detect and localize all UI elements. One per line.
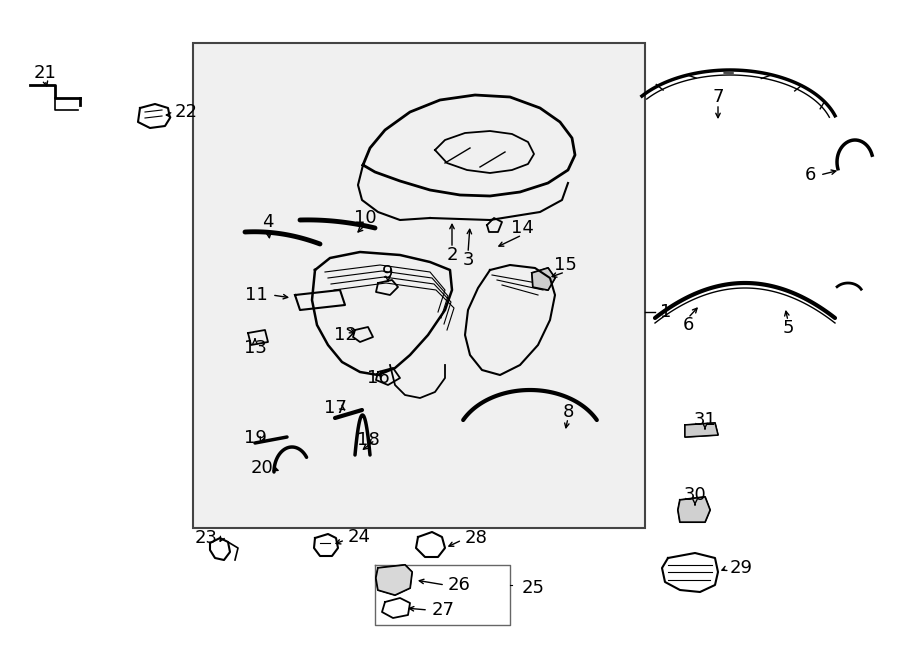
Text: 2: 2 (446, 246, 458, 264)
Polygon shape (685, 423, 718, 437)
Text: 18: 18 (356, 431, 380, 449)
Text: 17: 17 (324, 399, 346, 417)
Text: 4: 4 (262, 213, 274, 231)
Text: 10: 10 (354, 209, 376, 227)
Text: 16: 16 (366, 369, 390, 387)
Text: 11: 11 (245, 286, 268, 304)
Polygon shape (376, 565, 412, 595)
Text: 26: 26 (448, 576, 471, 594)
Text: 19: 19 (244, 429, 266, 447)
Text: 1: 1 (660, 303, 671, 321)
Bar (193, 43, 645, 528)
Text: 20: 20 (250, 459, 274, 477)
Text: 22: 22 (175, 103, 198, 121)
Text: 12: 12 (334, 326, 356, 344)
Text: 21: 21 (33, 64, 57, 82)
Text: 29: 29 (730, 559, 753, 577)
Text: 24: 24 (348, 528, 371, 546)
Text: 23: 23 (195, 529, 218, 547)
Text: 27: 27 (432, 601, 455, 619)
Text: 28: 28 (465, 529, 488, 547)
Polygon shape (532, 268, 555, 290)
Text: 3: 3 (463, 251, 473, 269)
Text: 30: 30 (684, 486, 706, 504)
Text: 8: 8 (562, 403, 573, 421)
Text: 6: 6 (805, 166, 815, 184)
Text: 6: 6 (682, 316, 694, 334)
Text: 9: 9 (382, 264, 394, 282)
Text: 14: 14 (510, 219, 534, 237)
Text: 25: 25 (522, 579, 545, 597)
Text: 13: 13 (244, 339, 266, 357)
Text: 7: 7 (712, 88, 724, 106)
Text: 31: 31 (694, 411, 716, 429)
Text: 15: 15 (554, 256, 576, 274)
Text: 5: 5 (782, 319, 794, 337)
Polygon shape (678, 497, 710, 522)
